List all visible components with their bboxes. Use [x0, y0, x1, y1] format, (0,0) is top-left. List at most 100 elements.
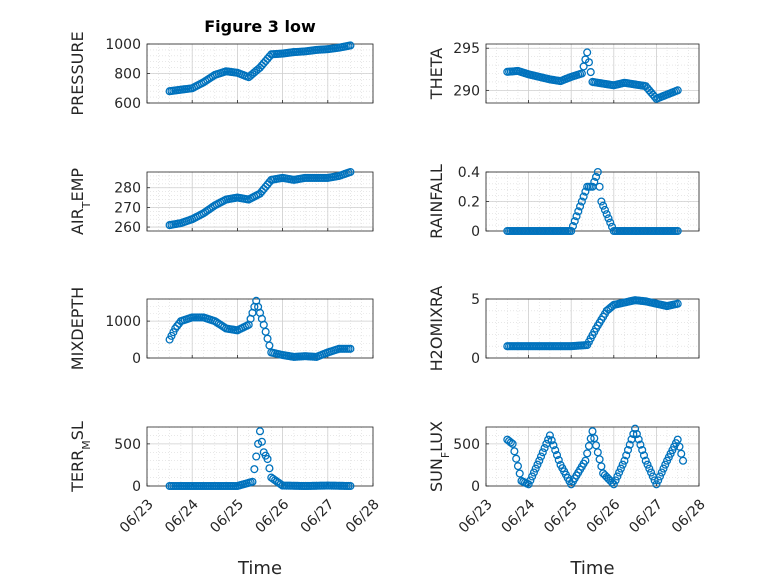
data-point: [252, 452, 261, 461]
data-point: [647, 468, 656, 477]
data-point: [597, 197, 606, 206]
data-point: [659, 464, 668, 473]
data-point: [528, 472, 537, 481]
subplot-3: 260 270 280 AIRTEMP: [68, 167, 374, 236]
x-tick-label: 06/25: [207, 496, 247, 536]
data-point: [638, 445, 647, 455]
data-point: [538, 448, 547, 457]
y-tick-label: 270: [114, 200, 141, 216]
y-axis-label: H2OMIXRA: [427, 286, 446, 372]
subplot-4: 0 0.2 0.4 RAINFALL: [427, 164, 700, 240]
y-tick-label: 260: [114, 220, 141, 236]
data-point: [586, 68, 595, 77]
data-point: [584, 58, 593, 67]
data-point: [265, 464, 274, 473]
y-axis-label: SUNFLUX: [427, 421, 452, 492]
subplot-6: 0 5 H2OMIXRA: [427, 286, 700, 372]
data-point: [586, 434, 595, 443]
data-point: [650, 476, 659, 485]
y-tick-label: 0: [132, 351, 141, 367]
y-axis-label: RAINFALL: [427, 164, 446, 239]
x-tick-label: 06/26: [253, 496, 293, 536]
data-point: [512, 454, 521, 463]
data-point: [636, 440, 645, 449]
data-point: [554, 455, 563, 465]
data-point: [531, 464, 540, 473]
data-point: [631, 424, 640, 433]
x-tick-label: 06/27: [626, 496, 666, 536]
x-axis-label: Time: [569, 558, 614, 579]
y-tick-label: 5: [471, 292, 480, 308]
data-point: [506, 438, 515, 447]
data-point: [615, 468, 624, 477]
data-point: [529, 468, 538, 477]
axes-box: [146, 298, 374, 359]
data-point: [276, 480, 285, 489]
y-tick-label: 0.4: [458, 165, 480, 181]
data-point: [622, 451, 631, 460]
data-point: [652, 480, 661, 489]
y-tick-label: 1000: [105, 314, 141, 330]
axes-box: [485, 298, 700, 359]
data-point: [513, 462, 522, 471]
data-point: [549, 441, 558, 450]
y-tick-label: 0: [471, 351, 480, 367]
data-point: [673, 299, 682, 308]
x-axis-label: Time: [237, 558, 282, 579]
x-tick-label: 06/23: [117, 496, 157, 536]
y-tick-label: 0: [471, 479, 480, 495]
data-point: [551, 446, 560, 455]
data-point: [629, 429, 638, 439]
data-point: [604, 214, 613, 223]
axes-box: [146, 171, 374, 232]
data-point: [673, 86, 682, 95]
data-point: [645, 464, 654, 473]
data-point: [590, 177, 599, 186]
data-point: [632, 429, 641, 439]
y-tick-label: 800: [114, 67, 141, 83]
x-tick-label: 06/28: [343, 496, 383, 536]
y-tick-label: 600: [114, 96, 141, 112]
data-point: [346, 167, 355, 177]
y-tick-label: 500: [114, 437, 141, 453]
data-point: [579, 192, 588, 201]
data-point: [524, 480, 533, 489]
data-point: [544, 435, 553, 444]
data-point: [639, 451, 649, 460]
data-point: [673, 226, 682, 236]
data-point: [526, 476, 535, 485]
y-axis-label: TERRMSL: [68, 421, 93, 493]
data-point: [346, 41, 355, 50]
data-point: [606, 218, 615, 227]
data-point: [678, 456, 688, 465]
axes-box: [485, 426, 700, 487]
data-point: [515, 469, 524, 478]
axes-box: [485, 43, 700, 104]
data-point: [657, 468, 666, 477]
y-tick-label: 500: [453, 437, 480, 453]
data-point: [602, 210, 611, 219]
data-point: [547, 436, 556, 445]
subplot-8: 0 500 06/23 06/24 06/25 06/26 06/27 06/28 Time SU…: [427, 421, 709, 579]
data-point: [623, 445, 633, 455]
subplot-1: 600 800 1000 PRESSURE Figure 3 low: [68, 17, 374, 116]
data-point: [583, 48, 592, 57]
data-point: [540, 444, 549, 453]
data-point: [508, 439, 517, 448]
data-point: [255, 427, 265, 436]
data-point: [535, 456, 544, 465]
y-tick-label: 0: [132, 479, 141, 495]
subplot-5: 0 1000 MIXDEPTH: [68, 287, 374, 370]
x-tick-label: 06/26: [584, 496, 624, 536]
data-point: [346, 344, 355, 353]
y-axis-label: THETA: [427, 48, 446, 100]
data-point: [346, 481, 355, 491]
y-tick-label: 1000: [105, 37, 141, 53]
data-point: [567, 226, 576, 236]
data-point: [552, 451, 562, 460]
x-tick-label: 06/24: [162, 496, 202, 536]
data-point: [510, 447, 519, 456]
x-tick-label: 06/25: [541, 496, 581, 536]
data-point: [577, 197, 586, 206]
